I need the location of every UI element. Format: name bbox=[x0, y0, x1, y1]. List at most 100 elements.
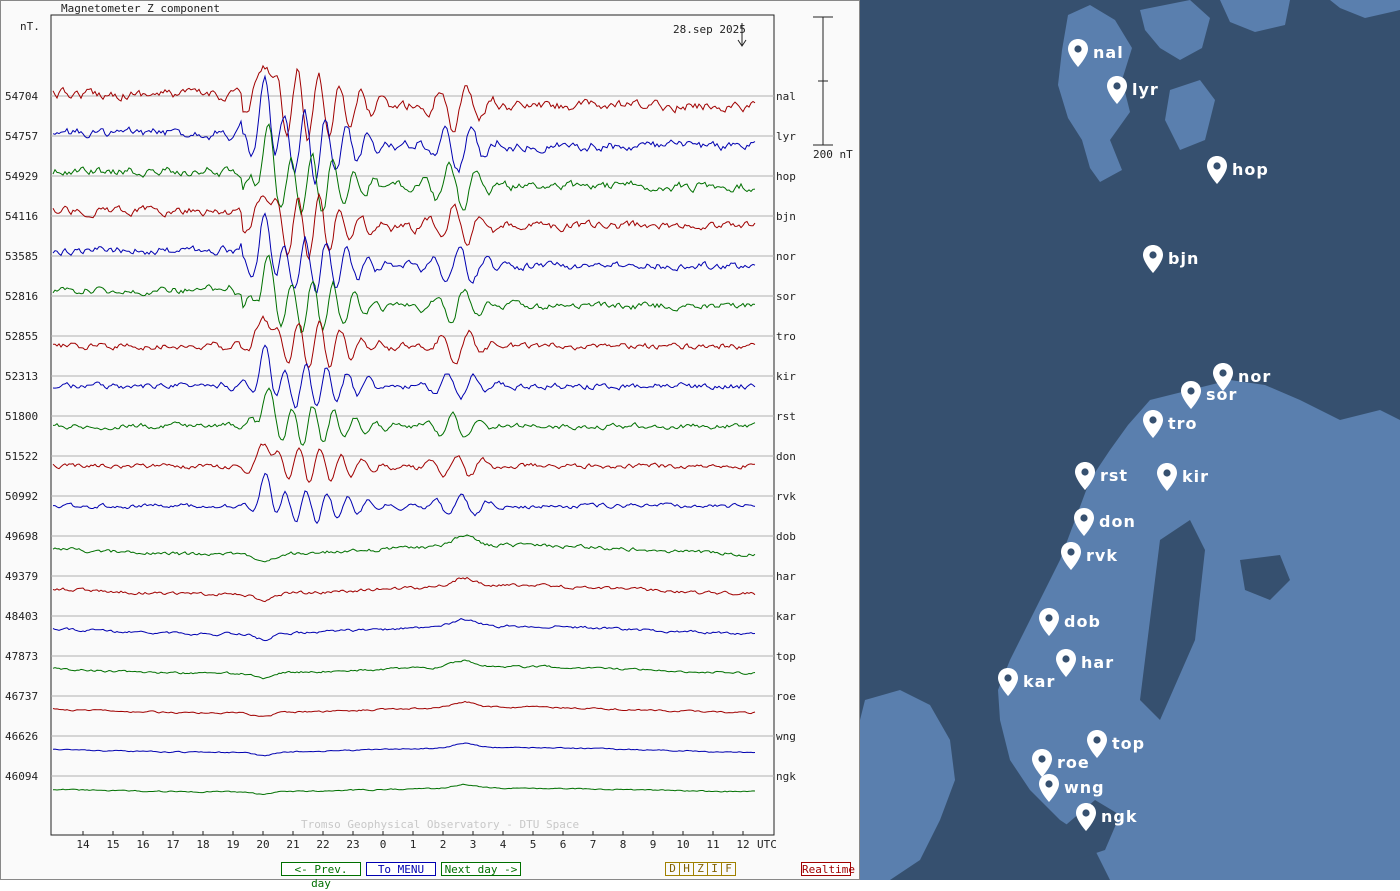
station-trace-kar bbox=[52, 618, 756, 642]
map-pin-rst[interactable] bbox=[1074, 461, 1096, 491]
x-tick-label: 17 bbox=[166, 838, 179, 851]
map-pin-roe[interactable] bbox=[1031, 748, 1053, 778]
map-marker-icon bbox=[1039, 774, 1059, 802]
realtime-button[interactable]: Realtime bbox=[801, 862, 855, 876]
station-trace-bjn bbox=[52, 192, 756, 261]
x-tick-label: 18 bbox=[196, 838, 209, 851]
map-pin-nor[interactable] bbox=[1212, 362, 1234, 392]
station-code-label: don bbox=[776, 450, 796, 463]
station-baseline-label: 46626 bbox=[5, 730, 38, 743]
map-pin-sor[interactable] bbox=[1180, 380, 1202, 410]
map-marker-icon bbox=[1056, 649, 1076, 677]
map-marker-icon bbox=[1143, 410, 1163, 438]
scale-bar bbox=[813, 16, 833, 146]
map-station-label: don bbox=[1099, 512, 1136, 531]
x-tick-label: 23 bbox=[346, 838, 359, 851]
station-code-label: top bbox=[776, 650, 796, 663]
x-tick-label: 1 bbox=[410, 838, 417, 851]
station-trace-roe bbox=[52, 700, 756, 717]
y-unit-label: nT. bbox=[20, 20, 40, 33]
x-axis-unit: UTC bbox=[757, 838, 777, 851]
station-baseline-label: 47873 bbox=[5, 650, 38, 663]
map-station-label: top bbox=[1112, 734, 1146, 753]
map-marker-icon bbox=[1107, 76, 1127, 104]
map-station-label: hop bbox=[1232, 160, 1269, 179]
map-marker-icon bbox=[1157, 463, 1177, 491]
map-pin-kar[interactable] bbox=[997, 667, 1019, 697]
scale-label: 200 nT bbox=[813, 148, 853, 161]
station-code-label: rst bbox=[776, 410, 796, 423]
map-station-label: kir bbox=[1182, 467, 1210, 486]
x-tick-label: 14 bbox=[76, 838, 90, 851]
x-tick-label: 21 bbox=[286, 838, 299, 851]
station-code-label: kar bbox=[776, 610, 796, 623]
map-pin-ngk[interactable] bbox=[1075, 802, 1097, 832]
menu-button[interactable]: To MENU bbox=[366, 862, 436, 876]
map-marker-icon bbox=[1068, 39, 1088, 67]
x-tick-label: 5 bbox=[530, 838, 537, 851]
station-trace-har bbox=[52, 576, 756, 603]
map-marker-icon bbox=[1039, 608, 1059, 636]
prev-day-button[interactable]: <- Prev. day bbox=[281, 862, 361, 890]
station-code-label: wng bbox=[776, 730, 796, 743]
station-trace-lyr bbox=[52, 74, 756, 185]
plot-frame bbox=[50, 14, 775, 836]
station-baseline-label: 52313 bbox=[5, 370, 38, 383]
map-station-label: kar bbox=[1023, 672, 1056, 691]
map-pin-nal[interactable] bbox=[1067, 38, 1089, 68]
map-station-label: nor bbox=[1238, 367, 1272, 386]
component-h-button[interactable]: H bbox=[680, 863, 694, 875]
map-pin-don[interactable] bbox=[1073, 507, 1095, 537]
magnetometer-chart: 14 15 16 17 18 19 20 21 22 23 0 1 2 3 4 5 6 7 8 9 10 11 125470… bbox=[5, 2, 853, 851]
component-d-button[interactable]: D bbox=[666, 863, 680, 875]
station-map: nal lyr hop bjn nor sor tro rst kir don rvk dob har k… bbox=[860, 0, 1400, 880]
x-tick-label: 4 bbox=[500, 838, 507, 851]
map-marker-icon bbox=[1061, 542, 1081, 570]
x-tick-label: 9 bbox=[650, 838, 657, 851]
x-tick-label: 19 bbox=[226, 838, 239, 851]
station-baseline-label: 54757 bbox=[5, 130, 38, 143]
map-marker-icon bbox=[1087, 730, 1107, 758]
map-station-label: lyr bbox=[1132, 80, 1159, 99]
map-marker-icon bbox=[1207, 156, 1227, 184]
map-station-label: bjn bbox=[1168, 249, 1200, 268]
magnetometer-plot-panel: 14 15 16 17 18 19 20 21 22 23 0 1 2 3 4 5 6 7 8 9 10 11 12 5470… bbox=[0, 0, 860, 890]
station-baseline-label: 54116 bbox=[5, 210, 38, 223]
map-marker-icon bbox=[1074, 508, 1094, 536]
component-i-button[interactable]: I bbox=[708, 863, 722, 875]
station-code-label: tro bbox=[776, 330, 796, 343]
map-pin-kir[interactable] bbox=[1156, 462, 1178, 492]
component-z-button[interactable]: Z bbox=[694, 863, 708, 875]
station-baseline-label: 48403 bbox=[5, 610, 38, 623]
map-marker-icon bbox=[1032, 749, 1052, 777]
map-pin-tro[interactable] bbox=[1142, 409, 1164, 439]
station-trace-ngk bbox=[52, 783, 756, 796]
station-code-label: kir bbox=[776, 370, 796, 383]
station-code-label: har bbox=[776, 570, 796, 583]
map-pin-lyr[interactable] bbox=[1106, 75, 1128, 105]
map-pin-har[interactable] bbox=[1055, 648, 1077, 678]
station-baseline-label: 49379 bbox=[5, 570, 38, 583]
map-pin-hop[interactable] bbox=[1206, 155, 1228, 185]
x-tick-label: 2 bbox=[440, 838, 447, 851]
map-station-label: wng bbox=[1064, 778, 1105, 797]
component-selector: D H Z I F bbox=[665, 862, 736, 876]
station-baseline-label: 51800 bbox=[5, 410, 38, 423]
x-tick-label: 11 bbox=[706, 838, 719, 851]
station-trace-top bbox=[52, 659, 756, 680]
map-station-label: rvk bbox=[1086, 546, 1118, 565]
station-baseline-label: 49698 bbox=[5, 530, 38, 543]
map-pin-wng[interactable] bbox=[1038, 773, 1060, 803]
map-pin-top[interactable] bbox=[1086, 729, 1108, 759]
map-pin-bjn[interactable] bbox=[1142, 244, 1164, 274]
station-code-label: bjn bbox=[776, 210, 796, 223]
next-day-button[interactable]: Next day -> bbox=[441, 862, 521, 876]
component-f-button[interactable]: F bbox=[725, 862, 732, 875]
map-pin-rvk[interactable] bbox=[1060, 541, 1082, 571]
map-marker-icon bbox=[1181, 381, 1201, 409]
map-pin-dob[interactable] bbox=[1038, 607, 1060, 637]
chart-title: Magnetometer Z component bbox=[61, 2, 220, 15]
station-trace-nal bbox=[52, 64, 756, 142]
station-trace-tro bbox=[53, 315, 756, 369]
station-code-label: nor bbox=[776, 250, 796, 263]
